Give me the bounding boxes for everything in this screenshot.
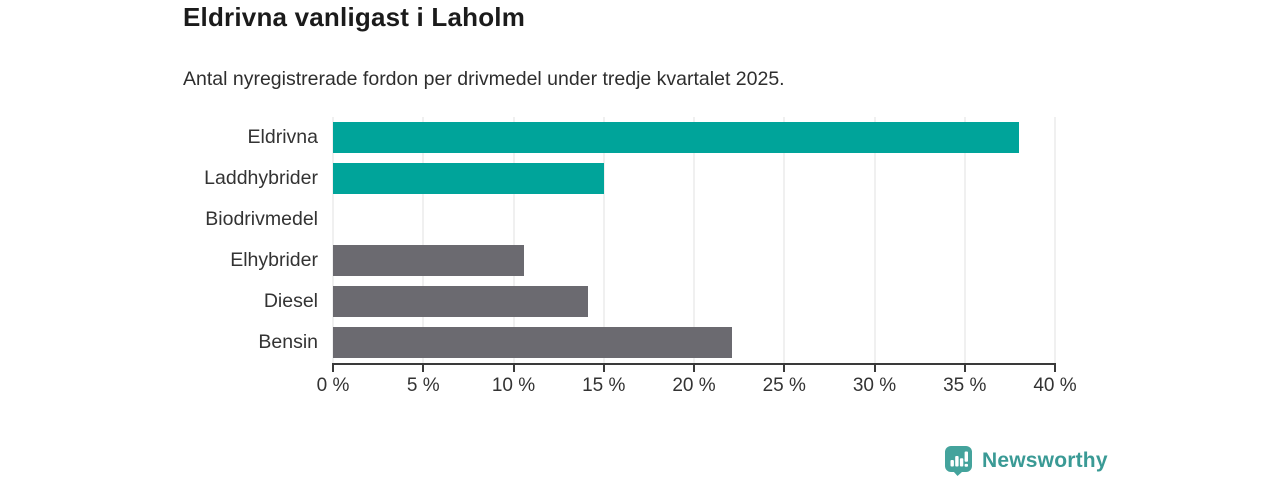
newsworthy-chart-bubble-icon (945, 446, 972, 476)
plot-area (332, 117, 1056, 363)
axis-tick (422, 365, 425, 372)
bar-diesel (333, 286, 588, 317)
category-label: Diesel (263, 290, 318, 312)
category-label: Laddhybrider (204, 167, 318, 189)
x-axis-line (332, 363, 1056, 365)
category-label: Elhybrider (230, 249, 318, 271)
gridline (783, 117, 785, 363)
newsworthy-wordmark: Newsworthy (982, 448, 1108, 472)
gridline (874, 117, 875, 363)
axis-tick (512, 365, 515, 372)
gridline (422, 117, 424, 363)
axis-tick (693, 365, 695, 372)
chart-title: Eldrivna vanligast i Laholm (183, 2, 526, 32)
axis-tick-label: 5 % (406, 375, 440, 396)
gridline (964, 117, 966, 363)
gridline (603, 117, 605, 363)
axis-tick (1054, 365, 1056, 372)
category-label: Eldrivna (247, 126, 318, 148)
bar-laddhybrider (333, 163, 604, 194)
axis-tick (332, 365, 334, 372)
axis-tick-label: 40 % (1033, 375, 1077, 396)
category-labels: Eldrivna Laddhybrider Biodrivmedel Elhybrid… (0, 117, 318, 363)
newsworthy-logo: Newsworthy (944, 445, 1108, 476)
axis-tick (602, 365, 605, 372)
bar-row (333, 322, 1055, 363)
gridline (1054, 117, 1056, 363)
bar-row (333, 199, 1055, 240)
bar-eldrivna (333, 122, 1019, 153)
category-label: Biodrivmedel (205, 208, 318, 230)
axis-tick-label: 30 % (852, 375, 897, 396)
axis-tick (873, 365, 876, 372)
category-label: Bensin (258, 331, 318, 353)
gridline (332, 117, 334, 363)
axis-tick-label: 25 % (762, 375, 806, 396)
axis-tick-label: 20 % (672, 375, 716, 396)
bar-elhybrider (333, 245, 525, 276)
x-axis: 0 % 5 % 10 % 15 % 20 % 25 % 30 % 35 % 40 % (317, 363, 1077, 408)
axis-tick-label: 35 % (943, 375, 987, 396)
axis-tick-label: 15 % (582, 375, 626, 396)
axis-tick (963, 365, 966, 372)
bar-row (333, 281, 1055, 322)
bar-bensin (333, 327, 732, 358)
bar-row (333, 117, 1055, 158)
axis-tick-label: 0 % (316, 375, 350, 396)
chart-subtitle: Antal nyregistrerade fordon per drivmede… (183, 68, 785, 90)
axis-tick (783, 365, 786, 372)
bar-rows (333, 117, 1055, 363)
gridline (693, 117, 695, 363)
bar-row (333, 158, 1055, 199)
gridline (513, 117, 514, 363)
axis-tick-label: 10 % (491, 375, 536, 396)
bar-row (333, 240, 1055, 281)
